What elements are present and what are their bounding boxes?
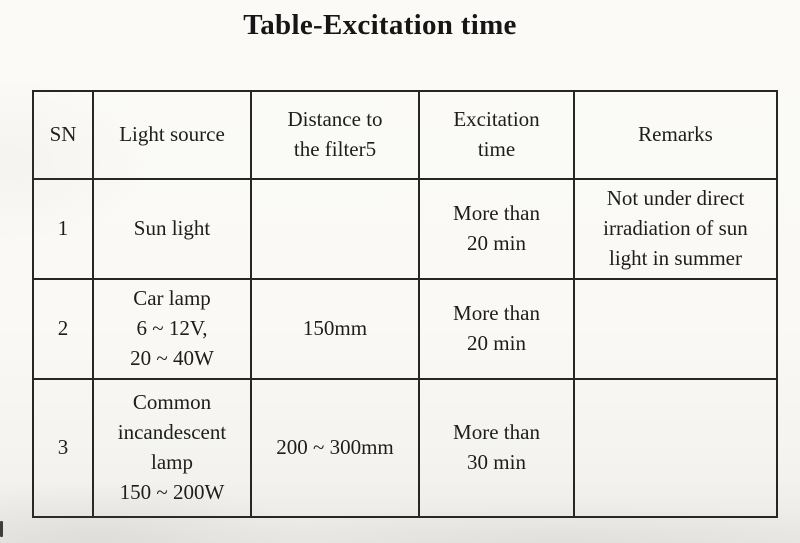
cell-excitation-time: More than 20 min (418, 278, 575, 380)
table-header-row: SN Light source Distance to the filter5 … (32, 90, 778, 180)
cell-distance: 150mm (250, 278, 420, 380)
cell-excitation-time: More than 20 min (418, 178, 575, 280)
header-cell-distance: Distance to the filter5 (250, 90, 420, 180)
scan-artifact-mark (0, 521, 3, 537)
cell-remarks (573, 378, 778, 518)
header-cell-excitation-time: Excitation time (418, 90, 575, 180)
header-cell-sn: SN (32, 90, 94, 180)
table-row: 1 Sun light More than 20 min Not under d… (32, 178, 778, 280)
header-cell-light-source: Light source (92, 90, 252, 180)
cell-sn: 2 (32, 278, 94, 380)
header-cell-remarks: Remarks (573, 90, 778, 180)
cell-distance (250, 178, 420, 280)
page-title: Table-Excitation time (243, 9, 517, 41)
cell-light-source: Common incandescent lamp 150 ~ 200W (92, 378, 252, 518)
cell-light-source: Car lamp 6 ~ 12V, 20 ~ 40W (92, 278, 252, 380)
table-row: 3 Common incandescent lamp 150 ~ 200W 20… (32, 378, 778, 518)
excitation-time-table: SN Light source Distance to the filter5 … (32, 90, 778, 518)
cell-distance: 200 ~ 300mm (250, 378, 420, 518)
cell-remarks (573, 278, 778, 380)
cell-light-source: Sun light (92, 178, 252, 280)
cell-sn: 3 (32, 378, 94, 518)
table-row: 2 Car lamp 6 ~ 12V, 20 ~ 40W 150mm More … (32, 278, 778, 380)
cell-excitation-time: More than 30 min (418, 378, 575, 518)
cell-sn: 1 (32, 178, 94, 280)
cell-remarks: Not under direct irradiation of sun ligh… (573, 178, 778, 280)
